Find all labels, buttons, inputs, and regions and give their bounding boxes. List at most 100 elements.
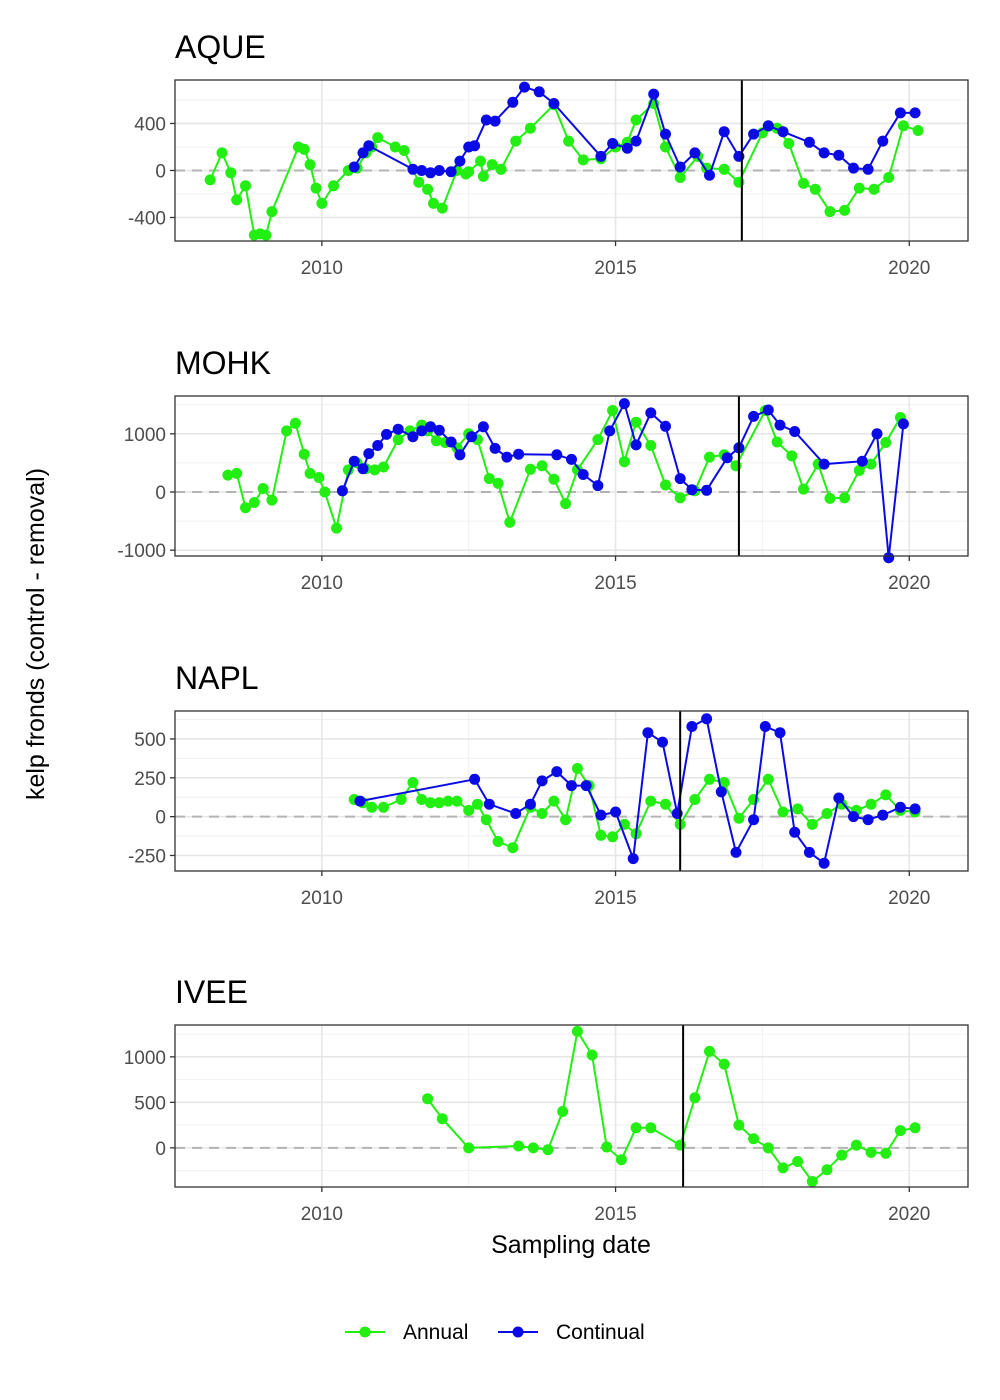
data-point: [674, 473, 686, 485]
data-point: [806, 818, 818, 830]
data-point: [865, 1146, 877, 1158]
data-point: [868, 183, 880, 195]
panel-title: MOHK: [175, 345, 271, 381]
data-point: [645, 1122, 657, 1134]
data-point: [454, 449, 466, 461]
legend-label: Annual: [403, 1321, 468, 1344]
data-point: [880, 789, 892, 801]
data-point: [715, 786, 727, 798]
data-point: [536, 775, 548, 787]
data-point: [407, 163, 419, 175]
y-tick-label: -250: [128, 846, 166, 867]
data-point: [216, 147, 228, 159]
x-tick-label: 2010: [301, 573, 343, 594]
data-point: [897, 120, 909, 132]
data-point: [595, 829, 607, 841]
data-point: [607, 831, 619, 843]
data-point: [319, 486, 331, 498]
data-point: [630, 1122, 642, 1134]
data-point: [792, 1156, 804, 1167]
data-point: [225, 167, 237, 179]
data-point: [630, 439, 642, 451]
data-point: [398, 145, 410, 156]
data-point: [336, 485, 348, 497]
data-point: [331, 522, 342, 534]
data-point: [607, 138, 619, 149]
data-point: [601, 1141, 613, 1153]
data-point: [266, 494, 278, 506]
data-point: [789, 826, 801, 838]
data-point: [524, 798, 536, 810]
data-point: [645, 407, 657, 419]
data-point: [507, 842, 519, 854]
y-tick-label: 1000: [124, 425, 166, 446]
x-tick-label: 2015: [594, 888, 636, 909]
data-point: [748, 128, 760, 140]
data-point: [704, 1045, 715, 1057]
data-point: [824, 206, 836, 218]
legend-label: Continual: [556, 1321, 645, 1344]
data-point: [422, 183, 434, 195]
data-point: [718, 777, 730, 788]
data-point: [519, 81, 530, 93]
data-point: [660, 479, 671, 491]
data-point: [551, 766, 563, 778]
data-point: [425, 421, 436, 433]
data-point: [281, 425, 293, 437]
data-point: [630, 135, 642, 147]
data-point: [803, 136, 815, 148]
data-point: [395, 794, 407, 805]
data-point: [686, 484, 698, 496]
series-annual: [348, 763, 921, 854]
data-point: [912, 125, 924, 136]
data-point: [783, 138, 795, 149]
data-point: [762, 120, 774, 132]
data-point: [542, 1144, 554, 1156]
data-point: [248, 497, 260, 508]
data-point: [416, 794, 428, 805]
data-point: [862, 814, 874, 826]
data-point: [733, 1119, 745, 1131]
y-tick-label: 500: [134, 730, 166, 751]
data-point: [586, 1049, 598, 1061]
x-tick-label: 2015: [594, 258, 636, 279]
data-point: [463, 804, 475, 816]
data-point: [551, 449, 563, 461]
data-point: [798, 177, 809, 189]
data-point: [818, 857, 830, 869]
data-point: [777, 806, 789, 818]
y-tick-label: 0: [155, 483, 166, 504]
data-point: [762, 1142, 774, 1154]
data-point: [428, 197, 439, 209]
data-point: [557, 1106, 569, 1117]
data-point: [304, 159, 316, 171]
data-point: [909, 1122, 921, 1134]
data-point: [821, 808, 833, 819]
y-tick-label: 0: [155, 808, 166, 829]
data-point: [492, 477, 504, 489]
data-point: [627, 853, 639, 865]
data-point: [463, 166, 475, 178]
data-point: [560, 498, 572, 510]
data-point: [372, 132, 384, 144]
data-point: [524, 122, 536, 134]
data-point: [853, 465, 865, 476]
data-point: [240, 180, 251, 192]
legend: Annual Continual: [345, 1321, 645, 1344]
data-point: [786, 450, 798, 462]
data-point: [445, 166, 457, 178]
x-tick-label: 2015: [594, 1204, 636, 1225]
data-point: [436, 1113, 448, 1125]
legend-key-point: [512, 1326, 524, 1338]
data-point: [372, 440, 384, 451]
data-point: [389, 141, 401, 153]
data-point: [701, 713, 713, 725]
data-point: [571, 1025, 583, 1037]
data-point: [660, 128, 671, 140]
data-point: [580, 780, 592, 792]
data-point: [563, 135, 575, 147]
panel-aque: AQUE -400 0 400 2010 2015 2020: [128, 29, 969, 279]
panel-ivee: IVEE 0 500 1000 2010 2015 2020: [124, 974, 969, 1225]
y-tick-label: 250: [134, 769, 166, 790]
data-point: [798, 483, 809, 495]
